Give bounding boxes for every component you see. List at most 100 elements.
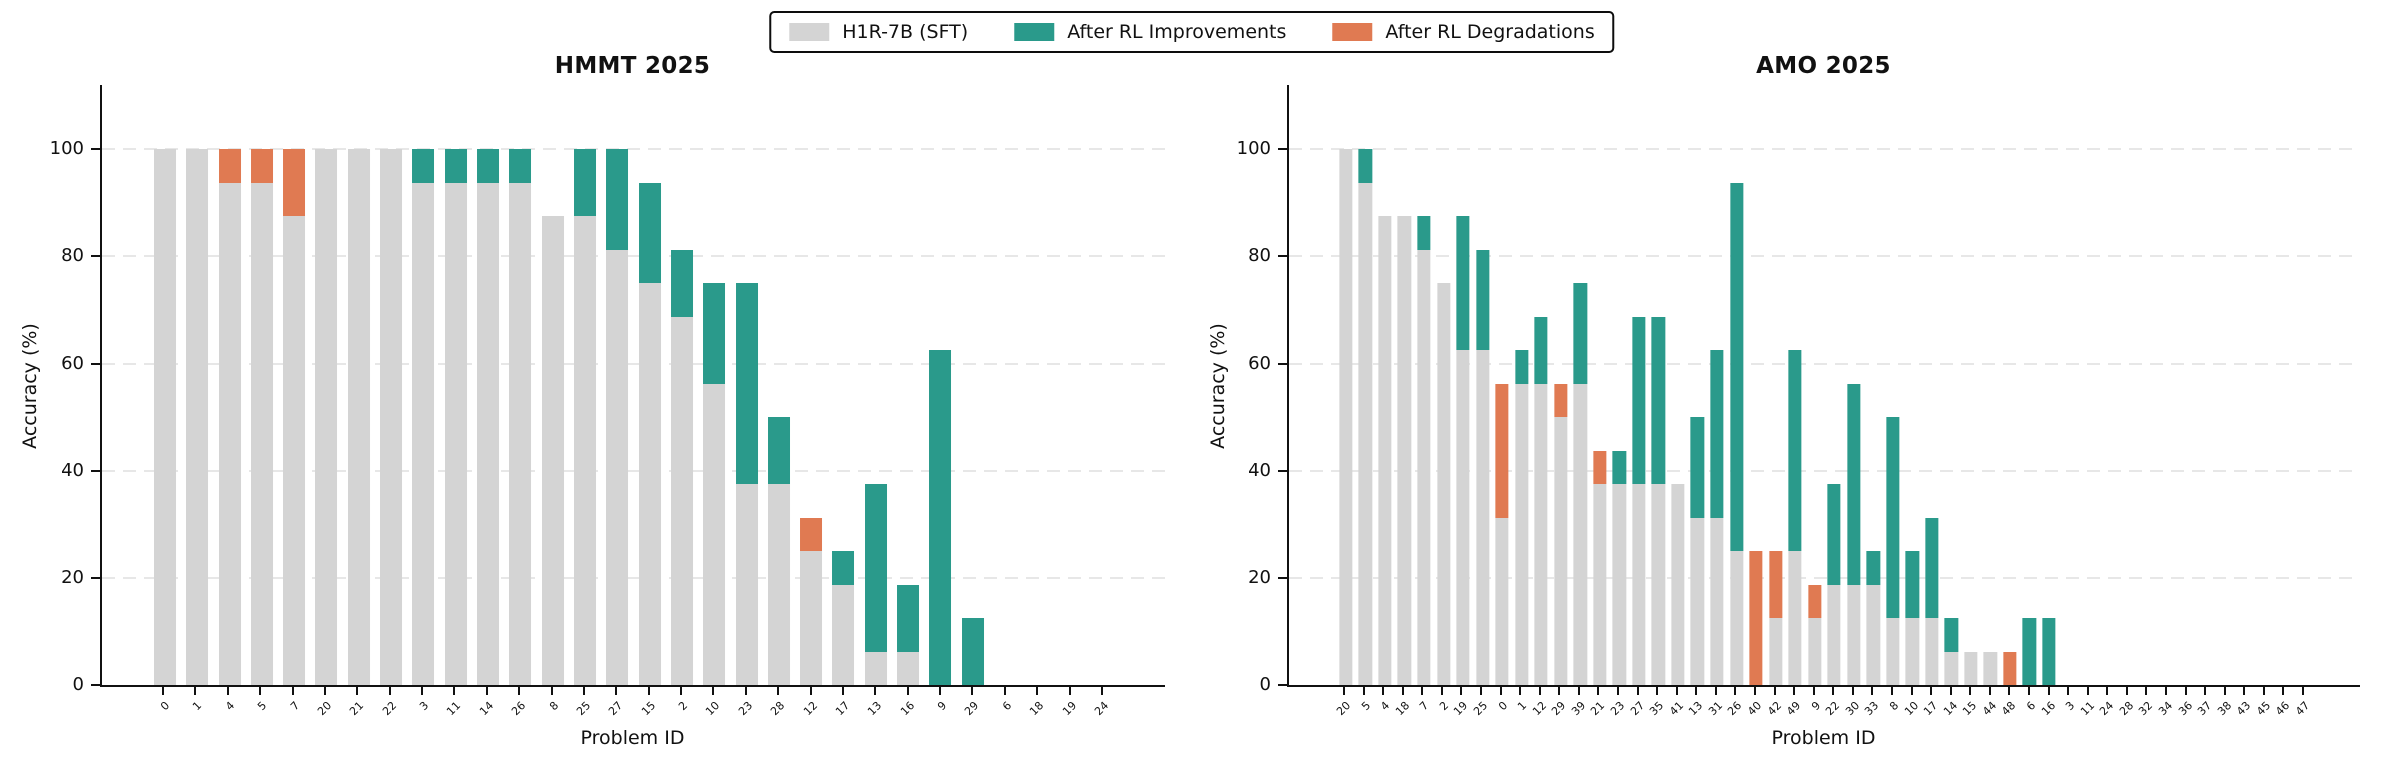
x-tick-mark (841, 687, 844, 695)
bar-slot (957, 85, 989, 685)
bar-slot (407, 85, 439, 685)
x-tick-mark (1460, 687, 1463, 695)
bar-problem-19 (1456, 85, 1470, 685)
bar-segment-sft (250, 182, 273, 685)
x-tick-mark (971, 687, 974, 695)
x-tick-label: 5 (1358, 699, 1373, 714)
bar-problem-6 (2022, 85, 2037, 685)
bar-slot (213, 85, 245, 685)
x-tick-mark (2086, 687, 2089, 695)
bar-problem-24 (1091, 85, 1113, 685)
x-tick-mark (226, 687, 229, 695)
bar-problem-36 (2179, 85, 2192, 685)
bar-problem-38 (2218, 85, 2231, 685)
bar-slot (2235, 85, 2255, 685)
x-tick-label: 9 (935, 699, 950, 714)
bar-problem-34 (2160, 85, 2173, 685)
bar-slot (2059, 85, 2079, 685)
bar-slot (989, 85, 1021, 685)
bar-segment-improvement (1690, 417, 1705, 518)
bar-segment-sft (800, 551, 823, 685)
bar-segment-sft (574, 216, 596, 685)
x-tick-mark (1851, 687, 1854, 695)
x-tick-mark (1100, 687, 1103, 695)
x-tick-label: 13 (1686, 699, 1706, 719)
x-tick-mark (939, 687, 942, 695)
bar-problem-41 (1671, 85, 1685, 685)
bar-segment-sft (735, 484, 758, 685)
bar-problem-40 (1749, 85, 1763, 685)
x-tick-label: 17 (1921, 699, 1941, 719)
bar-slot (343, 85, 375, 685)
x-tick-label: 14 (1940, 699, 1960, 719)
bar-segment-improvement (1886, 417, 1900, 619)
x-tick-mark (1832, 687, 1835, 695)
y-tick-mark (1278, 148, 1287, 151)
x-tick-mark (1382, 687, 1385, 695)
bar-problem-43 (2238, 85, 2251, 685)
x-tick-mark (1891, 687, 1893, 695)
sft-swatch (789, 23, 830, 41)
x-tick-label: 16 (2038, 699, 2058, 719)
x-tick-label: 9 (1808, 699, 1823, 714)
bar-segment-sft (1651, 484, 1666, 685)
bar-segment-sft (412, 182, 435, 685)
x-tick-label: 1 (190, 699, 205, 714)
x-tick-label: 43 (2234, 699, 2254, 719)
bar-slot (730, 85, 762, 685)
x-tick-mark (1871, 687, 1874, 695)
x-tick-label: 33 (1862, 699, 1882, 719)
bar-slot (1434, 85, 1454, 685)
bar-segment-sft (1495, 517, 1509, 685)
x-tick-label: 16 (897, 699, 917, 719)
bar-problem-5 (250, 85, 273, 685)
bar-segment-sft (1964, 651, 1978, 685)
bar-segment-sft (1807, 618, 1822, 685)
bar-segment-degradation (1749, 551, 1763, 685)
x-tick-label: 3 (417, 699, 432, 714)
bar-segment-sft (1378, 216, 1392, 685)
bar-slot (1086, 85, 1118, 685)
bar-segment-improvement (670, 249, 693, 317)
x-tick-label: 18 (1392, 699, 1412, 719)
bar-segment-degradation (218, 149, 241, 183)
y-tick-label: 0 (72, 674, 84, 695)
bar-segment-degradation (1593, 450, 1607, 485)
x-tick-label: 28 (2116, 699, 2137, 719)
x-tick-mark (1597, 687, 1600, 695)
x-tick-label: 11 (2077, 699, 2097, 719)
bar-slot (1551, 85, 1571, 685)
x-tick-label: 47 (2293, 699, 2313, 719)
bar-segment-improvement (1573, 283, 1587, 384)
x-tick-mark (777, 687, 780, 695)
bar-slot (310, 85, 342, 685)
x-tick-label: 4 (222, 699, 238, 714)
bar-problem-8 (1886, 85, 1900, 685)
x-tick-label: 0 (1495, 699, 1510, 714)
bar-segment-sft (638, 283, 661, 685)
bar-problem-4 (218, 85, 241, 685)
x-tick-label: 2 (1436, 699, 1452, 714)
bar-slot (537, 85, 569, 685)
bar-slot (601, 85, 633, 685)
x-tick-label: 37 (2195, 699, 2215, 719)
x-tick-label: 17 (833, 699, 853, 719)
bar-segment-sft (703, 383, 726, 685)
y-tick-label: 60 (61, 352, 84, 374)
x-tick-label: 10 (703, 699, 723, 719)
chart-amo-2025: AMO 2025 Accuracy (%) 0 20 40 60 80 100 20 5 4 1… (1184, 0, 2384, 762)
x-tick-mark (874, 687, 877, 695)
y-tick-mark (91, 148, 100, 151)
bar-problem-12 (1534, 85, 1548, 685)
bar-slot (569, 85, 601, 685)
x-tick-mark (1695, 687, 1698, 695)
bar-segment-sft (1515, 383, 1529, 685)
x-tick-label: 8 (1887, 699, 1902, 714)
x-tick-mark (356, 687, 359, 695)
bar-problem-15 (638, 85, 661, 685)
x-tick-mark (485, 687, 488, 695)
x-tick-label: 6 (2024, 699, 2039, 714)
bar-slot (1336, 85, 1356, 685)
x-tick-label: 20 (315, 699, 335, 719)
